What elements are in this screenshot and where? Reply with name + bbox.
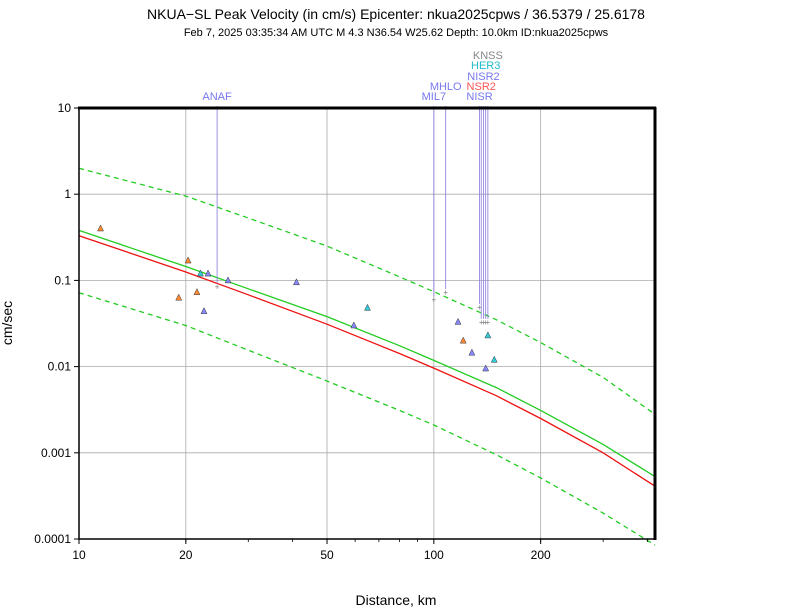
station-label: NSR2 [467,81,496,93]
flagged-marker: + [215,282,220,291]
plot-frame [78,107,656,540]
y-tick-label: 10 [58,101,72,115]
station-triangle [193,288,201,295]
station-triangle [468,348,476,356]
station-label: NISR [466,91,492,103]
flagged-marker: + [432,296,437,305]
chart-title: NKUA−SL Peak Velocity (in cm/s) Epicente… [147,6,645,22]
chart-subtitle: Feb 7, 2025 03:35:34 AM UTC M 4.3 N36.54… [184,27,609,39]
station-leader-lines [216,106,489,319]
y-tick-label: 0.001 [41,446,71,460]
station-triangle [490,355,498,363]
x-tick-label: 100 [424,548,444,562]
station-label: ANAF [202,91,232,103]
station-label: NISR2 [467,71,499,83]
x-axis-label: Distance, km [356,592,437,608]
flagged-marker: + [481,318,486,327]
flagged-marker: + [486,318,491,327]
y-axis-label: cm/sec [0,301,15,345]
y-tick-label: 0.1 [54,273,71,287]
station-triangle [204,269,212,277]
bound-curve [78,292,656,546]
y-tick-label: 0.0001 [34,532,71,546]
median-curve [78,229,656,478]
flagged-marker: + [483,318,488,327]
flagged-marker: + [477,303,482,312]
x-axis-ticks: 10 20 50 100 200 [72,539,648,562]
grid-lines [78,107,655,540]
station-triangle [364,303,371,311]
station-label: KNSS [473,50,503,62]
y-tick-label: 0.01 [48,360,72,374]
station-triangle [184,256,192,264]
bound-curve [78,167,656,415]
station-triangle [293,278,300,286]
y-tick-label: 1 [64,187,71,201]
station-triangle [350,321,358,329]
y-axis-ticks: 0.0001 0.001 0.01 0.1 1 10 [34,101,79,546]
x-tick-label: 10 [72,548,86,562]
fit-curves [78,167,656,546]
flagged-station-markers: ++++++++ [215,282,491,326]
station-triangle [200,307,208,314]
flagged-marker: + [443,288,448,297]
station-triangle [484,331,492,339]
x-tick-label: 200 [531,548,551,562]
x-tick-label: 50 [320,548,334,562]
flagged-marker: + [479,318,484,327]
bias-corrected-curve [78,235,656,487]
station-points [97,224,498,372]
station-triangle [224,276,232,284]
station-label: HER3 [471,60,500,72]
station-triangle [482,364,490,372]
x-tick-label: 20 [179,548,193,562]
station-triangle [175,293,183,301]
station-triangle [97,224,104,232]
station-label: MIL7 [422,91,446,103]
station-triangle [454,317,462,325]
station-triangle [459,336,467,344]
station-label: MHLO [430,81,462,93]
station-triangle [197,269,204,277]
